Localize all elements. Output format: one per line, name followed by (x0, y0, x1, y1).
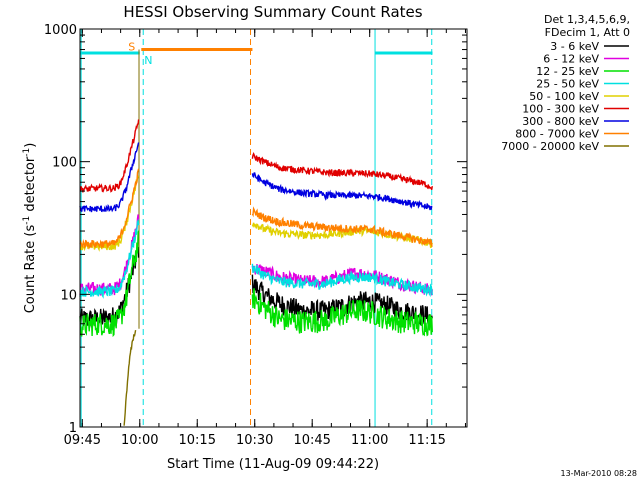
y-axis: 1 10 100 1000 (44, 23, 467, 436)
legend-item-label: 6 - 12 keV (543, 53, 599, 66)
x-tick-label: 10:30 (236, 433, 273, 448)
legend-item-label: 7000 - 20000 keV (501, 140, 599, 153)
series-line-2 (79, 230, 140, 338)
legend-item-label: 3 - 6 keV (550, 40, 599, 53)
series-line-2 (251, 288, 433, 337)
night-flag-label: N (144, 54, 152, 67)
x-tick-label: 10:00 (121, 433, 158, 448)
saa-flag-label: S (128, 41, 135, 54)
x-tick-label: 10:15 (179, 433, 216, 448)
y-tick-label: 1 (69, 421, 77, 436)
plot-area: SN (79, 29, 433, 427)
series-line-3 (251, 263, 433, 298)
y-axis-label-sup: -1 (22, 216, 32, 225)
y-tick-label: 100 (52, 156, 77, 171)
series-line-3 (79, 218, 140, 299)
timestamp: 13-Mar-2010 08:28 (561, 469, 638, 478)
legend-item-label: 100 - 300 keV (522, 103, 599, 116)
series-line-8 (123, 329, 137, 426)
y-axis-label-part: ) (23, 143, 38, 148)
legend-header: Det 1,3,4,5,6,9, (544, 13, 630, 26)
series-line-6 (251, 172, 433, 211)
series-line-5 (79, 119, 140, 193)
x-tick-label: 10:45 (293, 433, 330, 448)
x-axis: 09:45 10:00 10:15 10:30 10:45 11:00 11:15 (64, 29, 466, 448)
y-axis-label-part: detector (23, 156, 38, 216)
legend-item-label: 50 - 100 keV (529, 90, 599, 103)
x-tick-label: 11:15 (408, 433, 445, 448)
y-axis-label-part: Count Rate (s (23, 225, 38, 314)
legend-item-label: 300 - 800 keV (522, 115, 599, 128)
series-line-7 (251, 206, 433, 248)
legend: Det 1,3,4,5,6,9, FDecim 1, Att 0 3 - 6 k… (501, 13, 630, 153)
series-line-7 (79, 168, 140, 250)
plot-frame (79, 28, 468, 428)
x-axis-label: Start Time (11-Aug-09 09:44:22) (167, 457, 379, 472)
legend-item-label: 12 - 25 keV (536, 65, 599, 78)
y-tick-label: 1000 (44, 23, 77, 38)
y-tick-label: 10 (60, 288, 77, 303)
chart-title: HESSI Observing Summary Count Rates (123, 3, 422, 21)
legend-item-label: 800 - 7000 keV (515, 128, 599, 141)
x-tick-label: 09:45 (64, 433, 101, 448)
legend-header: FDecim 1, Att 0 (545, 26, 630, 39)
series-line-6 (79, 142, 140, 213)
legend-item-label: 25 - 50 keV (536, 78, 599, 91)
y-axis-label-sup: -1 (22, 148, 32, 157)
series-line-5 (251, 151, 433, 191)
y-axis-label: Count Rate (s-1 detector-1) (22, 143, 38, 314)
x-tick-label: 11:00 (351, 433, 388, 448)
